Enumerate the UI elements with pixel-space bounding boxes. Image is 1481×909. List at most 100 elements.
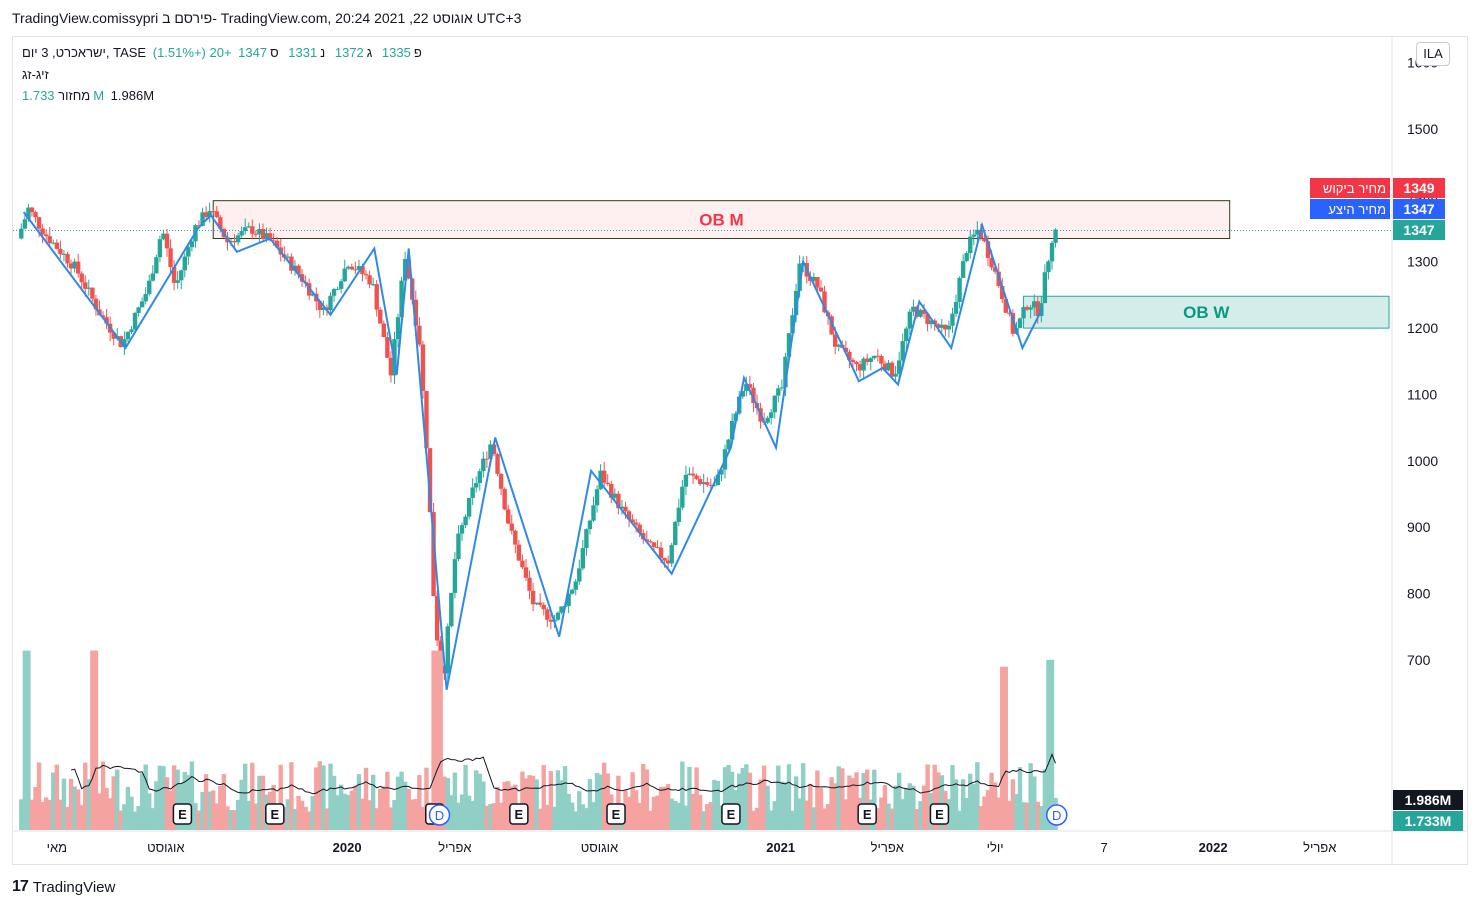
volume-bar	[577, 791, 582, 830]
candle-body	[619, 506, 625, 509]
candle-body	[449, 592, 454, 627]
volume-bar	[989, 772, 994, 830]
candle-body	[456, 533, 461, 560]
volume-bar	[374, 808, 379, 830]
candle-body	[1042, 272, 1048, 304]
volume-bar	[86, 779, 92, 830]
volume-bar	[765, 785, 770, 830]
volume-bar	[360, 798, 365, 830]
candle-body	[744, 384, 749, 391]
candle-body	[164, 233, 170, 249]
volume-bar	[911, 785, 916, 830]
candle-body	[740, 390, 745, 397]
candle-body	[1021, 307, 1026, 319]
volume-bar	[310, 796, 315, 830]
candle-body	[296, 265, 301, 275]
candle-body	[434, 596, 440, 641]
candle-body	[243, 227, 248, 232]
volume-bar	[93, 650, 99, 830]
volume-bar	[978, 806, 984, 830]
volume-bar	[221, 774, 227, 830]
volume-bar	[573, 811, 578, 830]
candle-body	[936, 324, 941, 328]
chart-frame[interactable]	[12, 36, 1468, 865]
candle-body	[79, 273, 84, 283]
candle-body	[509, 523, 514, 531]
x-tick-label: אפריל	[871, 840, 904, 855]
volume-bar	[481, 781, 486, 830]
candle-body	[1028, 307, 1033, 310]
volume-bar	[708, 802, 713, 830]
candle-body	[786, 333, 792, 357]
y-tick-label: 700	[1407, 652, 1431, 668]
candle-body	[1024, 307, 1030, 310]
volume-bar	[381, 786, 387, 830]
candle-body	[957, 277, 962, 302]
volume-bar	[861, 772, 866, 830]
earnings-icon	[265, 803, 285, 825]
volume-bar	[356, 774, 362, 830]
volume-bar	[90, 650, 95, 830]
volume-bar	[559, 780, 564, 830]
candle-body	[232, 240, 237, 243]
volume-bar	[786, 764, 792, 830]
volume-bar	[203, 774, 209, 830]
candle-body	[982, 238, 987, 242]
candle-body	[669, 545, 674, 564]
candle-body	[72, 261, 77, 269]
volume-bar	[896, 772, 902, 830]
earnings-icon	[721, 803, 741, 825]
volume-bar	[825, 803, 831, 830]
candle-body	[250, 226, 255, 234]
candle-body	[417, 325, 422, 345]
dividend-icon	[1045, 804, 1068, 826]
candle-body	[904, 328, 909, 342]
candle-body	[960, 261, 966, 278]
candle-body	[864, 358, 870, 363]
candle-body	[555, 612, 561, 620]
candle-body	[1049, 242, 1055, 262]
volume-bar	[257, 775, 262, 830]
volume-bar	[545, 804, 550, 830]
price-tag-value: 1347	[1403, 222, 1434, 238]
volume-bar	[761, 765, 767, 830]
volume-bar	[442, 776, 447, 830]
candle-body	[886, 362, 891, 371]
volume-bar	[747, 772, 753, 830]
candle-body	[47, 236, 52, 244]
candle-body	[747, 384, 753, 388]
volume-bar	[662, 786, 667, 830]
volume-bar	[61, 778, 67, 830]
dividend-marker-label: D	[1052, 808, 1061, 823]
volume-bar	[566, 793, 571, 830]
candle-body	[1010, 313, 1016, 334]
candle-body	[594, 489, 600, 506]
volume-bar	[1021, 802, 1026, 830]
candle-body	[445, 626, 450, 674]
candle-body	[520, 560, 525, 568]
candle-body	[338, 281, 344, 289]
earnings-icon	[929, 803, 950, 825]
candle-body	[779, 387, 785, 389]
volume-bar	[235, 799, 241, 830]
candle-body	[712, 485, 717, 487]
volume-bar	[36, 762, 42, 830]
candle-body	[708, 484, 713, 486]
volume-bar	[754, 807, 760, 830]
volume-bar	[854, 772, 859, 830]
earnings-marker-label: E	[515, 807, 524, 822]
volume-bar	[971, 784, 976, 830]
volume-bar	[232, 810, 237, 830]
candle-body	[274, 240, 280, 248]
volume-bar	[758, 779, 763, 830]
candle-body	[33, 212, 38, 218]
candle-body	[171, 267, 177, 283]
volume-bar	[484, 805, 490, 830]
currency-button[interactable]: ILA	[1416, 42, 1450, 66]
legend-close: ס1347	[238, 45, 279, 60]
volume-bar	[726, 764, 731, 830]
candle-body	[605, 482, 610, 484]
volume-bar	[413, 799, 419, 830]
volume-bar	[904, 787, 909, 830]
